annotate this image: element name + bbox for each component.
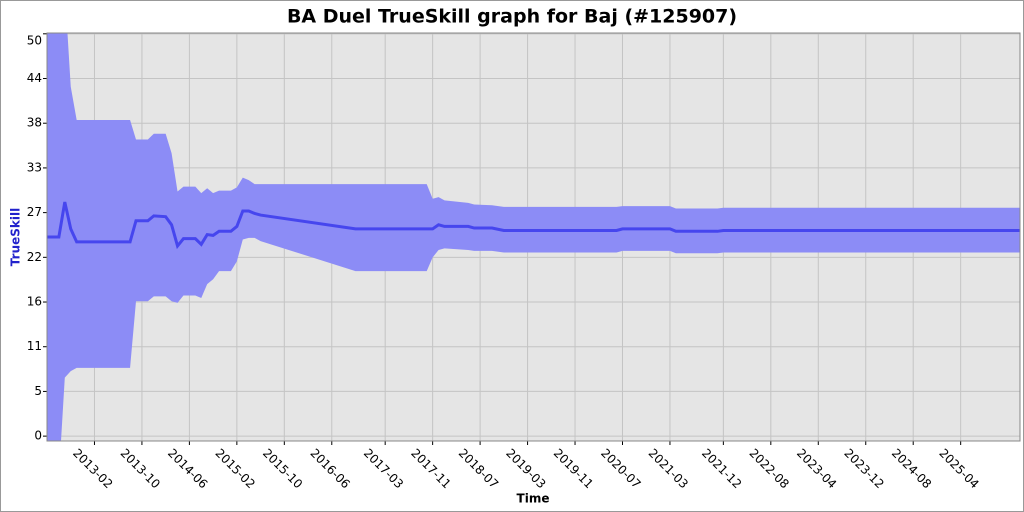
y-tick-label: 33 xyxy=(27,160,42,174)
y-tick-label: 44 xyxy=(27,71,42,85)
y-tick-label: 38 xyxy=(27,116,42,130)
trueskill-line xyxy=(47,201,1020,250)
y-tick-label: 27 xyxy=(27,205,42,219)
chart-title: BA Duel TrueSkill graph for Baj (#125907… xyxy=(287,6,737,28)
y-tick-label: 50 xyxy=(27,34,42,48)
y-tick-label: 16 xyxy=(27,295,42,309)
uncertainty-band xyxy=(47,33,1020,441)
y-tick-label: 0 xyxy=(34,429,42,443)
plot-border xyxy=(46,32,1021,442)
y-tick-label: 5 xyxy=(34,384,42,398)
plot-marks xyxy=(47,33,1020,441)
y-tick-label: 11 xyxy=(27,339,42,353)
x-axis-label: Time xyxy=(517,492,550,506)
y-axis-label: TrueSkill xyxy=(9,208,23,266)
y-tick-label: 22 xyxy=(27,250,42,264)
